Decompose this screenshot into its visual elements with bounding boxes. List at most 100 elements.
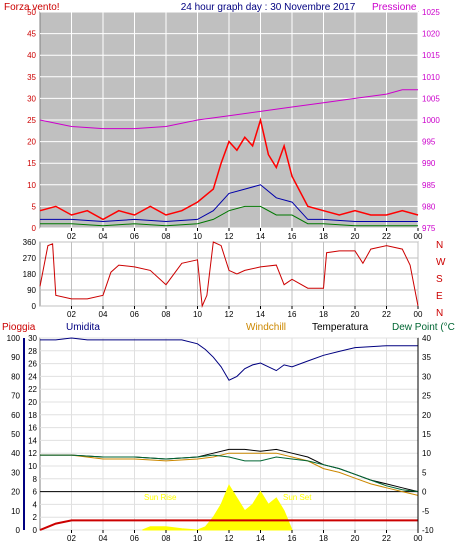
direction-label-4: N <box>436 308 443 319</box>
rain-ytick-10: 10 <box>28 462 37 471</box>
p3-xtick-16: 16 <box>288 534 297 543</box>
direction-label-3: E <box>436 291 443 302</box>
rain-axis-label: Pioggia <box>2 322 36 333</box>
rain-ytick-16: 16 <box>28 424 37 433</box>
temperature-ytick--10: -10 <box>422 526 434 535</box>
direction-label-0: N <box>436 240 443 251</box>
wind-axis-label: Forza vento! <box>4 2 60 13</box>
temperature-ytick-30: 30 <box>422 372 431 381</box>
direction-ytick-0: 0 <box>32 302 37 311</box>
temperature-ytick-20: 20 <box>422 411 431 420</box>
p2-xtick-16: 16 <box>288 310 297 319</box>
p2-xtick-06: 06 <box>130 310 139 319</box>
wind-ytick-0: 0 <box>32 224 37 233</box>
wind_min-line <box>40 205 418 227</box>
humidity-ytick-40: 40 <box>11 449 20 458</box>
wind_dir-line <box>39 241 419 308</box>
pressure-ytick-985: 985 <box>422 181 436 190</box>
pressure-ytick-1015: 1015 <box>422 51 440 60</box>
p1-xtick-22: 22 <box>382 232 391 241</box>
wind-ytick-15: 15 <box>27 159 36 168</box>
rain-rate-area <box>142 484 293 531</box>
p2-xtick-14: 14 <box>256 310 265 319</box>
humidity-ytick-0: 0 <box>16 526 21 535</box>
humidity-ytick-70: 70 <box>11 392 20 401</box>
p1-xtick-12: 12 <box>225 232 234 241</box>
humidity-ytick-50: 50 <box>11 430 20 439</box>
pressure-ytick-990: 990 <box>422 159 436 168</box>
direction-label-2: S <box>436 274 443 285</box>
humidity-ytick-80: 80 <box>11 372 20 381</box>
pressure-axis-label: Pressione <box>372 2 417 13</box>
p2-xtick-20: 20 <box>351 310 360 319</box>
p3-xtick-12: 12 <box>225 534 234 543</box>
graph-title: 24 hour graph day : 30 Novembre 2017 <box>181 2 356 13</box>
direction-ytick-270: 270 <box>23 254 37 263</box>
p2-xtick-22: 22 <box>382 310 391 319</box>
p3-xtick-06: 06 <box>130 534 139 543</box>
p1-xtick-00: 00 <box>414 232 423 241</box>
pressure-ytick-1000: 1000 <box>422 116 440 125</box>
p3-xtick-20: 20 <box>351 534 360 543</box>
rain-ytick-2: 2 <box>33 513 38 522</box>
rain-ytick-6: 6 <box>33 488 38 497</box>
p1-xtick-06: 06 <box>130 232 139 241</box>
rain-ytick-26: 26 <box>28 360 37 369</box>
temperature-legend: Temperatura <box>312 322 369 333</box>
direction-ytick-90: 90 <box>27 286 36 295</box>
direction-label-1: W <box>436 257 446 268</box>
p3-xtick-14: 14 <box>256 534 265 543</box>
pressure-ytick-1005: 1005 <box>422 94 440 103</box>
humidity-ytick-10: 10 <box>11 507 20 516</box>
rain-ytick-20: 20 <box>28 398 37 407</box>
p1-xtick-04: 04 <box>99 232 108 241</box>
temperature-ytick-0: 0 <box>422 488 427 497</box>
humidity-axis-label: Umidita <box>66 322 100 333</box>
p3-xtick-10: 10 <box>193 534 202 543</box>
p3-xtick-22: 22 <box>382 534 391 543</box>
temperature-ytick--5: -5 <box>422 507 430 516</box>
rain-ytick-22: 22 <box>28 385 37 394</box>
wind-ytick-45: 45 <box>27 30 36 39</box>
pressure-line <box>39 89 418 130</box>
wind-ytick-10: 10 <box>27 181 36 190</box>
p1-xtick-16: 16 <box>288 232 297 241</box>
p2-xtick-04: 04 <box>99 310 108 319</box>
p2-xtick-08: 08 <box>162 310 171 319</box>
wind-ytick-35: 35 <box>27 73 36 82</box>
sunset-label: Sun Set <box>283 493 312 502</box>
p2-xtick-00: 00 <box>414 310 423 319</box>
temperature-ytick-25: 25 <box>422 392 431 401</box>
p1-xtick-02: 02 <box>67 232 76 241</box>
dewpoint-legend: Dew Point (°C <box>392 322 455 333</box>
rain-ytick-0: 0 <box>33 526 38 535</box>
wind-ytick-25: 25 <box>27 116 36 125</box>
wind-ytick-30: 30 <box>27 94 36 103</box>
p1-xtick-18: 18 <box>319 232 328 241</box>
p2-xtick-12: 12 <box>225 310 234 319</box>
rain-ytick-18: 18 <box>28 411 37 420</box>
humidity-ytick-30: 30 <box>11 468 20 477</box>
temperature-ytick-40: 40 <box>422 334 431 343</box>
dewpoint-line <box>40 454 419 493</box>
p3-xtick-04: 04 <box>99 534 108 543</box>
rain-ytick-30: 30 <box>28 334 37 343</box>
windchill-legend: Windchill <box>246 322 286 333</box>
rain_total-line <box>39 519 418 531</box>
sunrise-label: Sun Rise <box>144 493 177 502</box>
pressure-ytick-1025: 1025 <box>422 8 440 17</box>
pressure-ytick-1020: 1020 <box>422 30 440 39</box>
p2-xtick-18: 18 <box>319 310 328 319</box>
wind-ytick-50: 50 <box>27 8 36 17</box>
p3-xtick-08: 08 <box>162 534 171 543</box>
rain-ytick-14: 14 <box>28 436 37 445</box>
p1-xtick-20: 20 <box>351 232 360 241</box>
wind-ytick-20: 20 <box>27 138 36 147</box>
pressure-ytick-995: 995 <box>422 138 436 147</box>
direction-ytick-360: 360 <box>23 238 37 247</box>
humidity-ytick-20: 20 <box>11 488 20 497</box>
p1-xtick-10: 10 <box>193 232 202 241</box>
wind_gust-line <box>39 117 419 221</box>
p2-xtick-02: 02 <box>67 310 76 319</box>
